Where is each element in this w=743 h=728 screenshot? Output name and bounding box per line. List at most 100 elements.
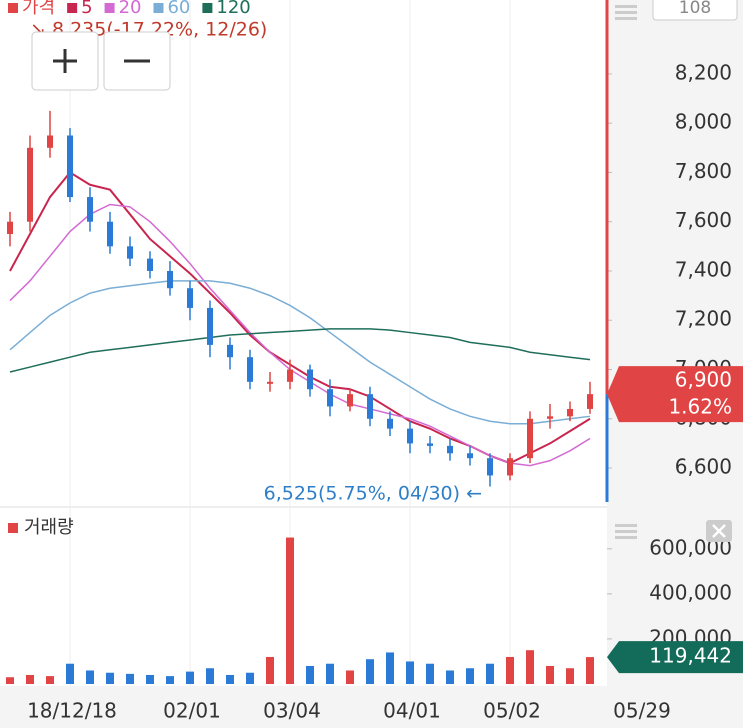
volume-bar	[346, 670, 354, 684]
volume-title: 거래량	[24, 517, 74, 538]
legend-label: 60	[167, 0, 190, 18]
candle-body	[307, 369, 313, 390]
volume-bar	[466, 668, 474, 684]
hamburger-icon[interactable]	[615, 524, 637, 539]
volume-bar	[146, 674, 154, 684]
volume-bar	[566, 668, 574, 684]
volume-tag-value: 119,442	[649, 644, 732, 668]
candle-body	[187, 288, 193, 308]
candle-body	[127, 246, 133, 259]
volume-bar	[526, 650, 534, 684]
candle-body	[267, 381, 273, 384]
candle-body	[287, 369, 293, 382]
candle-body	[347, 394, 353, 407]
candle-body	[247, 357, 253, 382]
icon-bar	[615, 536, 637, 539]
candle-body	[467, 453, 473, 459]
hamburger-icon[interactable]	[615, 5, 637, 20]
candle-body	[87, 197, 93, 222]
volume-bar	[306, 665, 314, 684]
legend-label: 120	[216, 0, 250, 18]
zoom-out-button[interactable]	[103, 31, 171, 91]
candle-body	[447, 445, 453, 454]
volume-bar	[246, 672, 254, 684]
volume-bar	[226, 674, 234, 684]
candle-body	[407, 428, 413, 444]
legend-swatch	[153, 3, 164, 13]
legend-swatch	[67, 3, 78, 13]
volume-bar	[506, 656, 514, 684]
y-tick-label: 8,200	[675, 60, 732, 84]
volume-bar	[386, 652, 394, 684]
legend-label: 가격	[22, 0, 55, 18]
candle-body	[587, 394, 593, 409]
volume-bar	[406, 661, 414, 684]
right-axis-panel	[607, 0, 743, 728]
candle-body	[387, 418, 393, 429]
legend-swatch	[8, 523, 18, 533]
top-badge[interactable]: 108	[652, 0, 738, 21]
candle-body	[427, 443, 433, 446]
moving-average-line	[9, 203, 591, 467]
volume-bar	[186, 671, 194, 684]
x-tick-label: 02/01	[163, 699, 221, 723]
icon-bar	[615, 17, 637, 20]
volume-bar	[6, 677, 14, 684]
y-tick-label: 7,800	[675, 159, 732, 183]
icon-bar	[615, 11, 637, 14]
volume-bar	[326, 663, 334, 684]
y-tick-label: 7,600	[675, 208, 732, 232]
plus-glyph	[53, 49, 77, 73]
candle-body	[107, 221, 113, 247]
volume-bar	[366, 659, 374, 684]
badge-box	[652, 0, 738, 21]
y-tick-label: 400,000	[649, 580, 732, 604]
volume-bar	[486, 663, 494, 684]
y-tick-label: 7,200	[675, 307, 732, 331]
volume-bar	[126, 673, 134, 684]
price-tag-change: 1.62%	[668, 395, 732, 419]
x-tick-label: 05/29	[613, 699, 671, 723]
volume-bar	[86, 670, 94, 684]
close-button[interactable]	[706, 520, 732, 542]
volume-bar	[66, 663, 74, 684]
close-glyph	[712, 524, 726, 538]
candle-body	[7, 221, 13, 235]
x-tick-label: 04/01	[383, 699, 441, 723]
volume-bar	[446, 670, 454, 684]
candle-body	[367, 394, 373, 419]
volume-bar	[46, 676, 54, 684]
volume-bar	[286, 537, 294, 684]
volume-bar	[106, 672, 114, 684]
icon-bar	[615, 5, 637, 8]
moving-average-line	[9, 280, 591, 425]
candle-body	[147, 258, 153, 271]
candle-body	[327, 389, 333, 407]
candle-body	[527, 418, 533, 459]
zoom-in-button[interactable]	[31, 31, 99, 91]
candle-body	[227, 344, 233, 358]
volume-bar	[426, 663, 434, 684]
legend-label: 20	[119, 0, 142, 18]
volume-bar	[586, 657, 594, 684]
moving-average-line	[9, 328, 591, 373]
candle-body	[487, 458, 493, 476]
candle-body	[567, 408, 573, 417]
x-tick-label: 05/02	[483, 699, 541, 723]
y-tick-label: 8,000	[675, 110, 732, 134]
candle-body	[547, 416, 553, 419]
price-tag-value: 6,900	[675, 368, 732, 392]
legend-swatch	[104, 3, 115, 13]
legend-label: 5	[81, 0, 92, 18]
x-tick-label: 18/12/18	[27, 699, 117, 723]
badge-text: 108	[679, 0, 711, 18]
volume-bar	[206, 668, 214, 684]
volume-bar	[26, 674, 34, 684]
low-annotation: 6,525(5.75%, 04/30) ←	[264, 483, 482, 505]
plot-area: 18/12/18 02/01 03/04 04/01 05/02 05/29 6,600 6,…	[6, 0, 743, 723]
candle-body	[507, 458, 513, 476]
icon-bar	[615, 530, 637, 533]
y-tick-label: 7,400	[675, 257, 732, 281]
icon-bar	[615, 524, 637, 527]
